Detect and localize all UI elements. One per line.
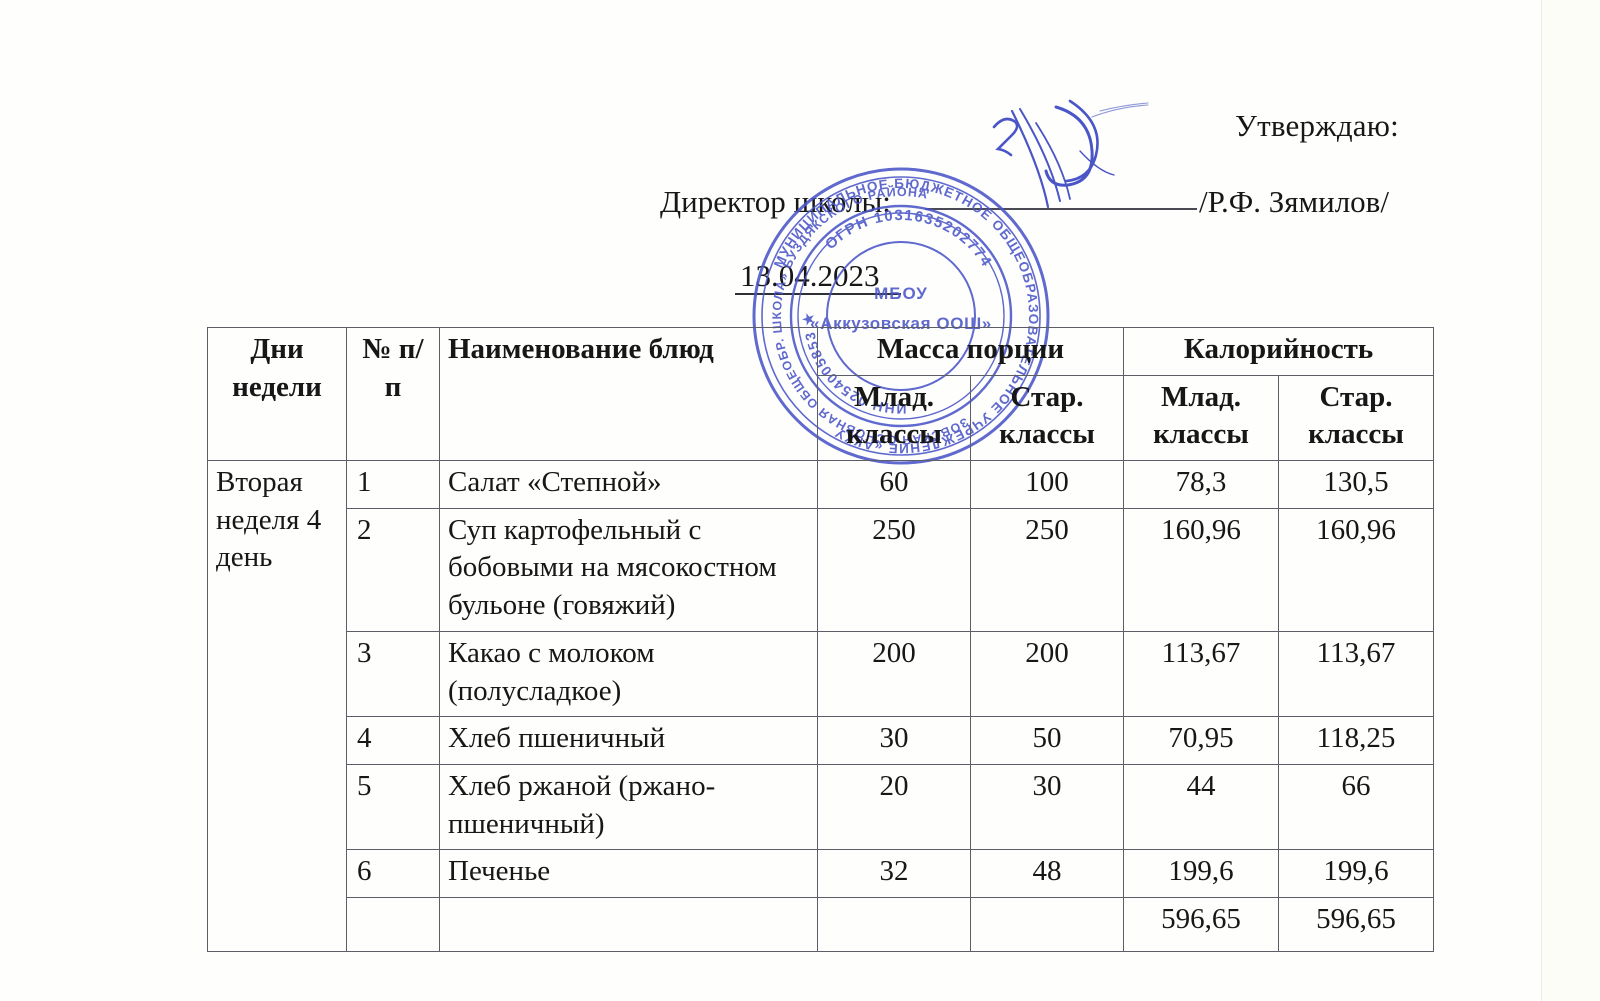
cell-cal-senior: 199,6 [1277,849,1435,898]
cell-mass-young: 60 [817,460,971,509]
cell-number: 1 [346,460,440,509]
column-header-days: Дни недели [207,326,347,462]
cell-mass-young: 200 [817,630,971,718]
director-label: Директор школы: [660,184,891,219]
subheader-cal-senior: Стар. классы [1277,374,1435,462]
cell-cal-senior: 113,67 [1277,630,1435,718]
column-header-portion-mass: Масса порции [817,327,1124,376]
cell-number: 2 [346,507,440,632]
subheader-cal-young: Млад. классы [1123,374,1279,462]
cell-mass-senior: 100 [970,460,1124,509]
cell-mass-senior [970,896,1124,952]
cell-dish-name: Печенье [439,849,818,898]
table-header: Дни недели № п/п Наименование блюд Масса… [207,326,1435,462]
cell-mass-senior: 30 [970,763,1124,851]
table-row: 5 Хлеб ржаной (ржано-пшеничный) 20 30 44… [208,763,1435,851]
approval-label: Утверждаю: [1235,108,1399,143]
page-margin-area [1542,0,1600,1001]
cell-dish-name: Суп картофельный с бобовыми на мясокостн… [439,507,818,632]
column-header-dish-name: Наименование блюд [439,326,818,462]
date-underline [735,293,901,295]
cell-dish-name: Хлеб ржаной (ржано-пшеничный) [439,763,818,851]
column-header-number: № п/п [346,326,440,462]
page-edge [1541,0,1542,1001]
cell-cal-young: 199,6 [1123,849,1279,898]
subheader-mass-young: Млад. классы [817,374,971,462]
cell-cal-young: 113,67 [1123,630,1279,718]
menu-table: Дни недели № п/п Наименование блюд Масса… [207,326,1435,952]
cell-number: 6 [346,849,440,898]
cell-number [346,896,440,952]
cell-cal-young: 44 [1123,763,1279,851]
cell-mass-young: 250 [817,507,971,632]
cell-total-cal-senior: 596,65 [1277,896,1435,952]
director-name: /Р.Ф. Зямилов/ [1199,184,1389,219]
column-header-calories: Калорийность [1122,327,1435,376]
subheader-mass-senior: Стар. классы [970,374,1124,462]
cell-mass-young [817,896,971,952]
table-row: 4 Хлеб пшеничный 30 50 70,95 118,25 [208,716,1435,765]
table-row: 3 Какао с молоком (полусладкое) 200 200 … [208,630,1435,718]
document-date: 13.04.2023 [740,258,880,293]
table-total-row: 596,65 596,65 [208,896,1435,952]
header-row-sub: Млад. классы Стар. классы Млад. классы С… [208,374,1435,462]
signature-line [925,208,1197,210]
cell-mass-young: 30 [817,716,971,765]
cell-dish-name [439,896,818,952]
cell-mass-young: 32 [817,849,971,898]
cell-dish-name: Какао с молоком (полусладкое) [439,630,818,718]
cell-cal-senior: 118,25 [1277,716,1435,765]
table-row: 6 Печенье 32 48 199,6 199,6 [208,849,1435,898]
cell-mass-senior: 50 [970,716,1124,765]
cell-number: 5 [346,763,440,851]
cell-cal-senior: 130,5 [1277,460,1435,509]
cell-dish-name: Хлеб пшеничный [439,716,818,765]
cell-number: 3 [346,630,440,718]
handwritten-signature-icon [992,99,1149,209]
table-body: Вторая неделя 4 день 1 Салат «Степной» 6… [207,460,1435,952]
cell-day-label: Вторая неделя 4 день [207,460,347,952]
cell-cal-young: 160,96 [1123,507,1279,632]
cell-cal-senior: 160,96 [1277,507,1435,632]
cell-mass-senior: 200 [970,630,1124,718]
cell-number: 4 [346,716,440,765]
cell-cal-young: 78,3 [1123,460,1279,509]
cell-mass-young: 20 [817,763,971,851]
cell-mass-senior: 48 [970,849,1124,898]
cell-total-cal-young: 596,65 [1123,896,1279,952]
header-row-top: Дни недели № п/п Наименование блюд Масса… [207,326,1435,462]
table-row: Вторая неделя 4 день 1 Салат «Степной» 6… [207,460,1435,952]
cell-mass-senior: 250 [970,507,1124,632]
table-row: 2 Суп картофельный с бобовыми на мясокос… [208,507,1435,632]
cell-cal-young: 70,95 [1123,716,1279,765]
cell-cal-senior: 66 [1277,763,1435,851]
cell-dish-name: Салат «Степной» [439,460,818,509]
